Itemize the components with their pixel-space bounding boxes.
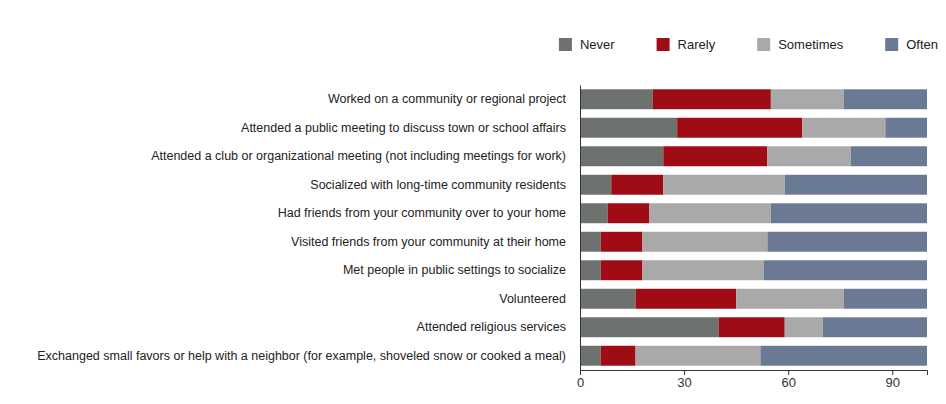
bar	[844, 89, 927, 109]
y-tick: Attended religious services	[417, 320, 580, 334]
y-tick: Attended a club or organizational meetin…	[151, 149, 580, 163]
y-tick: Worked on a community or regional projec…	[328, 92, 580, 106]
legend-swatch	[757, 38, 770, 51]
x-tick-label: 90	[886, 375, 900, 390]
bar	[580, 146, 663, 166]
y-tick-label: Attended religious services	[417, 320, 566, 334]
x-tick: 60	[781, 370, 795, 390]
legend-label: Often	[906, 37, 938, 52]
y-tick-label: Had friends from your community over to …	[278, 206, 566, 220]
bar	[608, 203, 650, 223]
legend-swatch	[559, 38, 572, 51]
bar	[580, 346, 601, 366]
legend-label: Never	[580, 37, 615, 52]
y-axis-line	[580, 86, 581, 371]
legend-item: Rarely	[657, 37, 716, 52]
x-tick-label: 60	[781, 375, 795, 390]
legend-swatch	[885, 38, 898, 51]
y-tick: Attended a public meeting to discuss tow…	[241, 121, 580, 135]
bar	[851, 146, 927, 166]
x-tick-label: 30	[677, 375, 691, 390]
bar	[601, 260, 643, 280]
bar	[823, 317, 927, 337]
series-3	[760, 89, 927, 365]
bar	[649, 203, 770, 223]
y-tick-label: Volunteered	[499, 292, 566, 306]
bar	[736, 289, 844, 309]
bar	[760, 346, 927, 366]
bar	[642, 232, 767, 252]
y-tick-label: Visited friends from your community at t…	[291, 235, 566, 249]
y-tick-label: Attended a club or organizational meetin…	[151, 149, 566, 163]
legend-label: Rarely	[678, 37, 716, 52]
bar	[677, 118, 802, 138]
y-tick: Exchanged small favors or help with a ne…	[37, 349, 580, 363]
bar	[601, 232, 643, 252]
bar	[663, 146, 767, 166]
legend-swatch	[657, 38, 670, 51]
bar	[771, 89, 844, 109]
y-axis: Worked on a community or regional projec…	[37, 86, 580, 371]
bar	[580, 260, 601, 280]
bar	[580, 89, 653, 109]
bar	[802, 118, 885, 138]
y-tick-label: Attended a public meeting to discuss tow…	[241, 121, 566, 135]
x-tick: 0	[577, 370, 584, 390]
series-1	[601, 89, 802, 365]
bar	[767, 146, 850, 166]
chart: 0 30 60 90 Worked on a community or regional…	[0, 0, 946, 404]
legend-item: Never	[559, 37, 615, 52]
bar	[663, 175, 784, 195]
y-tick: Visited friends from your community at t…	[291, 235, 580, 249]
y-tick-label: Socialized with long-time community resi…	[310, 178, 566, 192]
bar	[601, 346, 636, 366]
bar	[580, 175, 611, 195]
y-tick: Had friends from your community over to …	[278, 206, 580, 220]
bar	[764, 260, 927, 280]
bars	[580, 89, 927, 365]
x-axis-line	[581, 371, 928, 376]
bar	[771, 203, 927, 223]
bar	[636, 346, 761, 366]
bar	[785, 317, 823, 337]
legend-item: Often	[885, 37, 938, 52]
bar	[719, 317, 785, 337]
bar	[636, 289, 737, 309]
bar	[642, 260, 763, 280]
x-axis: 0 30 60 90	[577, 370, 928, 390]
bar	[785, 175, 927, 195]
y-tick-label: Worked on a community or regional projec…	[328, 92, 567, 106]
legend: Never Rarely Sometimes Often	[559, 37, 938, 52]
bar	[580, 232, 601, 252]
bar	[580, 118, 677, 138]
x-tick: 90	[886, 370, 900, 390]
x-tick-label: 0	[577, 375, 584, 390]
plot: 0 30 60 90 Worked on a community or regional…	[37, 86, 927, 391]
y-tick: Met people in public settings to sociali…	[343, 263, 580, 277]
y-tick: Volunteered	[499, 292, 580, 306]
bar	[580, 317, 719, 337]
bar	[611, 175, 663, 195]
bar	[580, 203, 608, 223]
legend-item: Sometimes	[757, 37, 844, 52]
y-tick-label: Exchanged small favors or help with a ne…	[37, 349, 566, 363]
bar	[580, 289, 636, 309]
y-tick: Socialized with long-time community resi…	[310, 178, 580, 192]
bar	[885, 118, 927, 138]
x-tick: 30	[677, 370, 691, 390]
y-tick-label: Met people in public settings to sociali…	[343, 263, 566, 277]
bar	[767, 232, 927, 252]
bar	[653, 89, 771, 109]
bar	[844, 289, 927, 309]
legend-label: Sometimes	[778, 37, 844, 52]
